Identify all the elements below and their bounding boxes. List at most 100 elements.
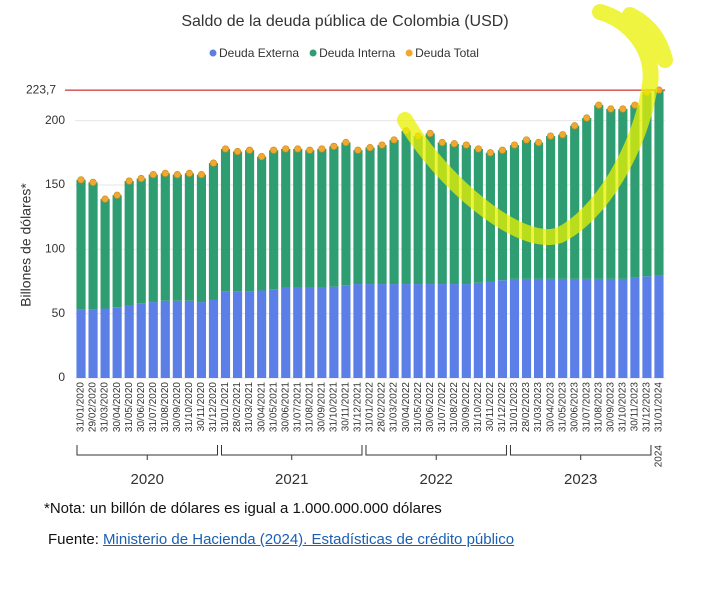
bar-segment: [136, 303, 146, 378]
x-tick-label: 31/07/2022: [437, 382, 448, 432]
total-dot: [125, 177, 133, 185]
bar-segment: [88, 309, 98, 378]
bar-segment: [136, 178, 146, 304]
total-dot: [607, 105, 615, 113]
x-tick-label: 28/02/2022: [377, 382, 388, 432]
x-tick-label: 30/06/2023: [569, 382, 580, 432]
x-tick-label: 31/01/2021: [220, 382, 231, 432]
bar-segment: [558, 134, 568, 279]
bar-segment: [558, 278, 568, 378]
bar-segment: [437, 284, 447, 378]
bar-segment: [377, 145, 387, 285]
bar-segment: [630, 277, 640, 378]
x-tick-label: 30/11/2021: [341, 382, 352, 432]
total-dot: [101, 195, 109, 203]
bar-segment: [425, 133, 435, 285]
source-link[interactable]: Ministerio de Hacienda (2024). Estadísti…: [103, 531, 515, 548]
x-tick-label: 28/02/2021: [232, 382, 243, 432]
y-tick-label: 100: [45, 241, 65, 255]
bar-segment: [630, 105, 640, 278]
total-dot: [330, 142, 338, 150]
bar-segment: [509, 145, 520, 279]
x-tick-label: 31/03/2022: [389, 382, 400, 432]
total-dot: [378, 141, 386, 149]
bar-segment: [281, 287, 291, 378]
total-dot: [245, 146, 254, 154]
y-tick-label: 150: [45, 177, 65, 191]
total-dot: [450, 140, 458, 148]
year-label: 2023: [564, 471, 597, 488]
reference-label: 223,7: [26, 82, 56, 96]
bar-segment: [582, 118, 592, 279]
y-tick-label: 0: [58, 370, 65, 384]
total-dot: [474, 145, 482, 153]
x-tick-label: 31/01/2020: [76, 382, 87, 432]
total-dot: [161, 169, 169, 177]
bar-segment: [533, 278, 544, 378]
total-dot: [258, 153, 266, 161]
bar-segment: [124, 181, 134, 306]
x-tick-label: 31/05/2020: [124, 382, 135, 432]
bar-segment: [389, 139, 399, 285]
bar-segment: [341, 142, 351, 286]
total-dot: [221, 145, 230, 153]
source: Fuente: Ministerio de Hacienda (2024). E…: [48, 531, 514, 548]
bar-segment: [220, 148, 231, 292]
bar-segment: [425, 284, 435, 378]
x-tick-label: 31/12/2021: [353, 382, 364, 432]
total-dot: [462, 141, 470, 149]
bar-segment: [570, 125, 580, 279]
total-dot: [270, 146, 278, 154]
year-label: 2022: [420, 471, 453, 488]
bar-segment: [172, 174, 182, 301]
x-tick-label: 30/09/2020: [172, 382, 183, 432]
x-tick-label: 31/01/2024: [654, 382, 665, 432]
x-tick-label: 31/10/2023: [617, 382, 628, 432]
bar-segment: [317, 287, 327, 378]
bar-segment: [401, 130, 411, 285]
legend-label: Deuda Interna: [319, 46, 395, 60]
x-tick-label: 30/09/2022: [461, 382, 472, 432]
bar-segment: [485, 281, 495, 378]
x-tick-label: 31/01/2022: [365, 382, 376, 432]
x-tick-label: 30/06/2022: [425, 382, 436, 432]
bar-segment: [100, 199, 110, 309]
total-dot: [522, 136, 531, 144]
bar-segment: [654, 90, 664, 276]
year-bracket: [509, 445, 652, 460]
x-tick-label: 31/07/2023: [581, 382, 592, 432]
bar-segment: [437, 142, 447, 285]
bar-segment: [521, 139, 532, 279]
x-tick-label: 31/05/2022: [413, 382, 424, 432]
x-tick-label: 30/11/2023: [630, 382, 641, 432]
x-tick-label: 31/12/2022: [497, 382, 508, 432]
chart: Saldo de la deuda pública de Colombia (U…: [18, 4, 673, 488]
bar-segment: [606, 278, 616, 378]
total-dot: [366, 144, 374, 152]
bar-segment: [461, 145, 471, 285]
x-tick-label: 31/07/2020: [148, 382, 159, 432]
bar-segment: [76, 309, 86, 378]
total-dot: [318, 145, 326, 153]
total-dot: [306, 146, 314, 154]
bar-segment: [570, 278, 580, 378]
total-dot: [510, 141, 519, 149]
bar-segment: [618, 278, 628, 378]
y-axis-label: Billones de dólares*: [18, 183, 34, 307]
year-label: 2021: [275, 471, 308, 488]
total-dot: [185, 169, 193, 177]
bar-segment: [449, 143, 459, 285]
x-tick-label: 30/06/2020: [136, 382, 147, 432]
bar-segment: [329, 146, 339, 287]
x-tick-label: 31/03/2021: [244, 382, 255, 432]
bar-segment: [305, 287, 315, 378]
x-tick-label: 30/04/2023: [545, 382, 556, 432]
total-dot: [426, 129, 434, 138]
bar-segment: [184, 300, 194, 378]
total-dot: [559, 131, 567, 139]
bar-segment: [208, 163, 219, 300]
bar-segment: [196, 302, 207, 378]
total-dot: [595, 101, 603, 109]
highlighter-scribble: [397, 4, 673, 245]
